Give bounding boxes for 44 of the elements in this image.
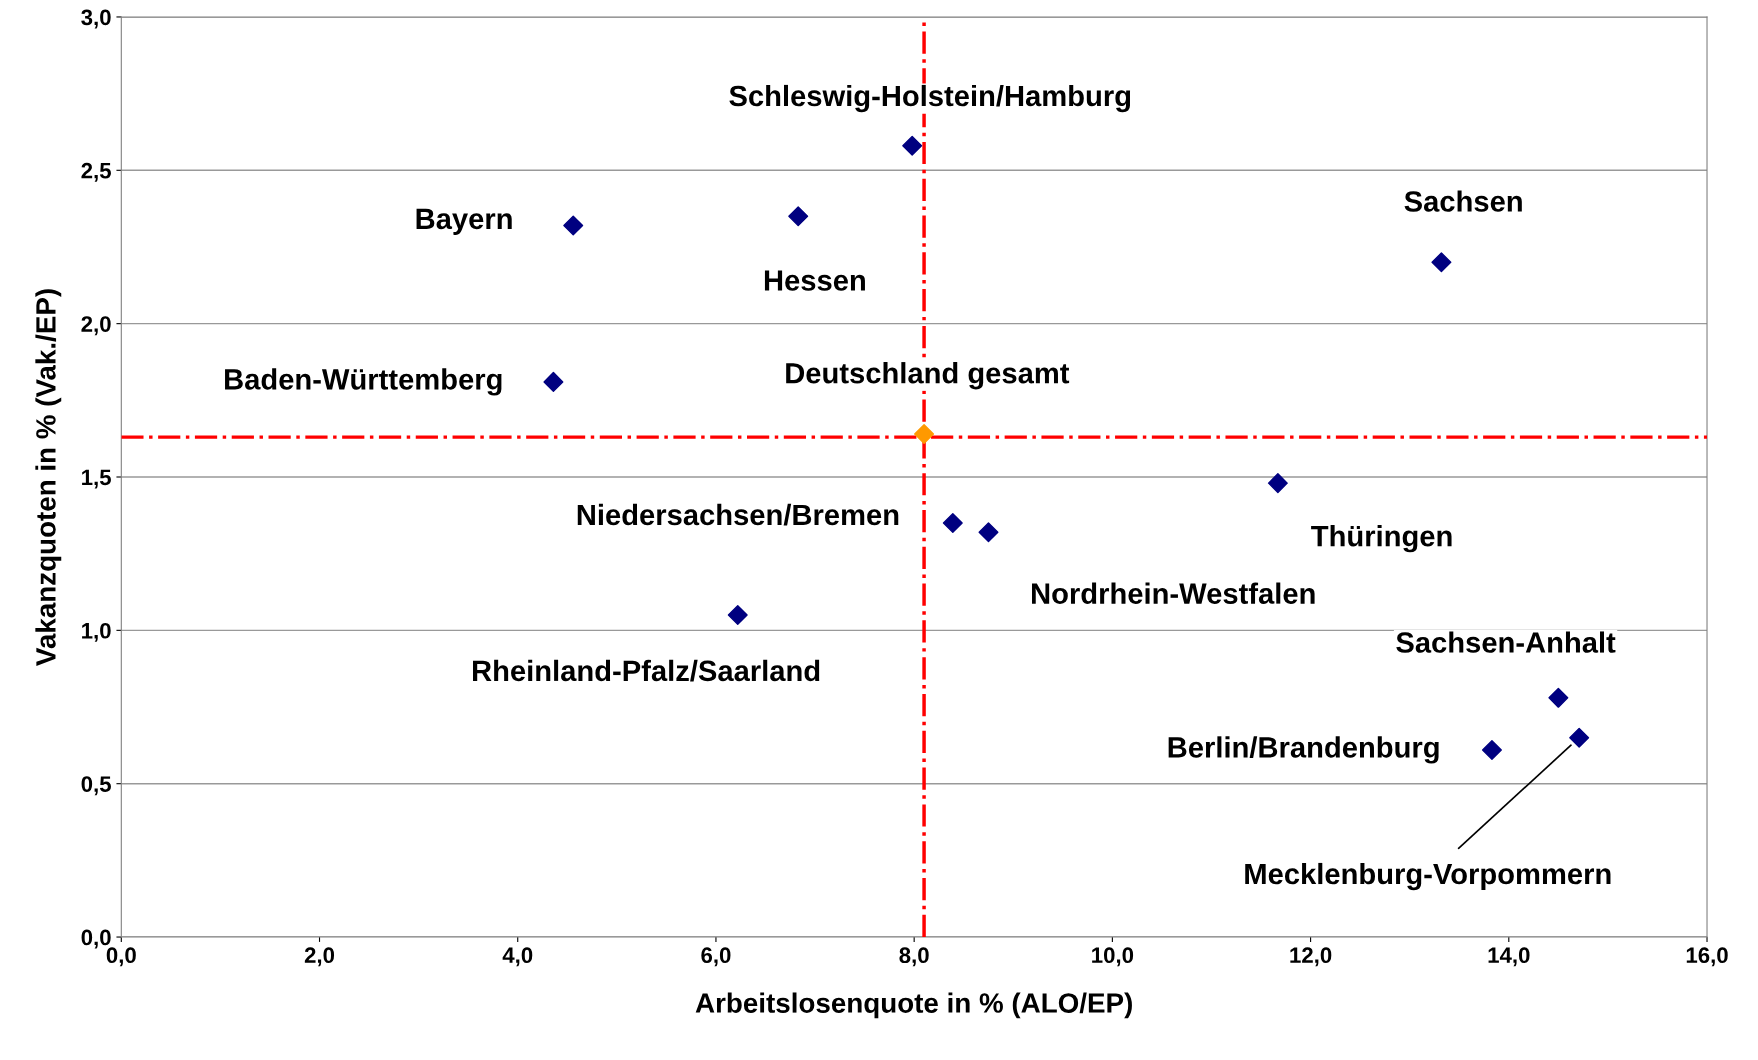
text: Nordrhein-Westfalen bbox=[1032, 582, 1315, 604]
x-tick-label: 4,0 bbox=[502, 947, 533, 967]
point bbox=[1267, 473, 1288, 494]
y-tick-label: 1,0 bbox=[82, 622, 111, 642]
point bbox=[978, 522, 999, 543]
series-label: Deutschland gesamt bbox=[786, 362, 1070, 390]
point bbox=[1548, 687, 1569, 708]
x-tick-label: 0,0 bbox=[106, 947, 136, 967]
text: Sachsen-Anhalt bbox=[1396, 631, 1616, 653]
y-tick-label: 2,5 bbox=[81, 162, 111, 182]
x-tick-label: 14,0 bbox=[1488, 947, 1530, 967]
series-label: Schleswig-Holstein/Hamburg bbox=[729, 84, 1131, 113]
y-tick-label: 0,0 bbox=[81, 929, 111, 949]
text: Rheinland-Pfalz/Saarland bbox=[473, 659, 820, 682]
point bbox=[1569, 727, 1590, 748]
point bbox=[942, 512, 963, 534]
series-label: Hessen bbox=[764, 270, 865, 291]
x-tick-label: 8,0 bbox=[899, 947, 929, 967]
series-label: Niedersachsen/Bremen bbox=[577, 503, 899, 526]
point bbox=[727, 605, 748, 626]
point bbox=[543, 371, 564, 392]
x-axis-title: Arbeitslosenquote in % (ALO/EP) bbox=[695, 992, 1132, 1019]
y-axis-title: Vakanzquoten in % (Vak./EP) bbox=[35, 289, 62, 666]
text: Mecklenburg-Vorpommern bbox=[1245, 862, 1611, 891]
point bbox=[1431, 252, 1452, 273]
y-tick-label: 2,0 bbox=[81, 316, 111, 336]
point bbox=[563, 215, 584, 236]
series-label: Berlin/Brandenburg bbox=[1168, 736, 1439, 764]
x-tick-label: 10,0 bbox=[1092, 947, 1134, 967]
y-tick-label: 0,5 bbox=[81, 776, 111, 796]
point bbox=[914, 424, 935, 445]
x-tick-label: 12,0 bbox=[1290, 947, 1332, 967]
point bbox=[902, 135, 923, 156]
x-tick-label: 2,0 bbox=[304, 947, 335, 967]
x-tick-label: 16,0 bbox=[1686, 947, 1728, 967]
y-tick-label: 3,0 bbox=[81, 9, 111, 29]
point bbox=[1481, 739, 1502, 760]
series-label: Baden-Württemberg bbox=[225, 368, 502, 396]
series-label: Sachsen bbox=[1404, 190, 1522, 212]
x-tick-label: 6,0 bbox=[701, 947, 731, 967]
point bbox=[788, 206, 809, 227]
y-tick-label: 1,5 bbox=[82, 469, 111, 489]
series-label: Bayern bbox=[416, 208, 512, 235]
series-label: Thüringen bbox=[1311, 525, 1452, 553]
